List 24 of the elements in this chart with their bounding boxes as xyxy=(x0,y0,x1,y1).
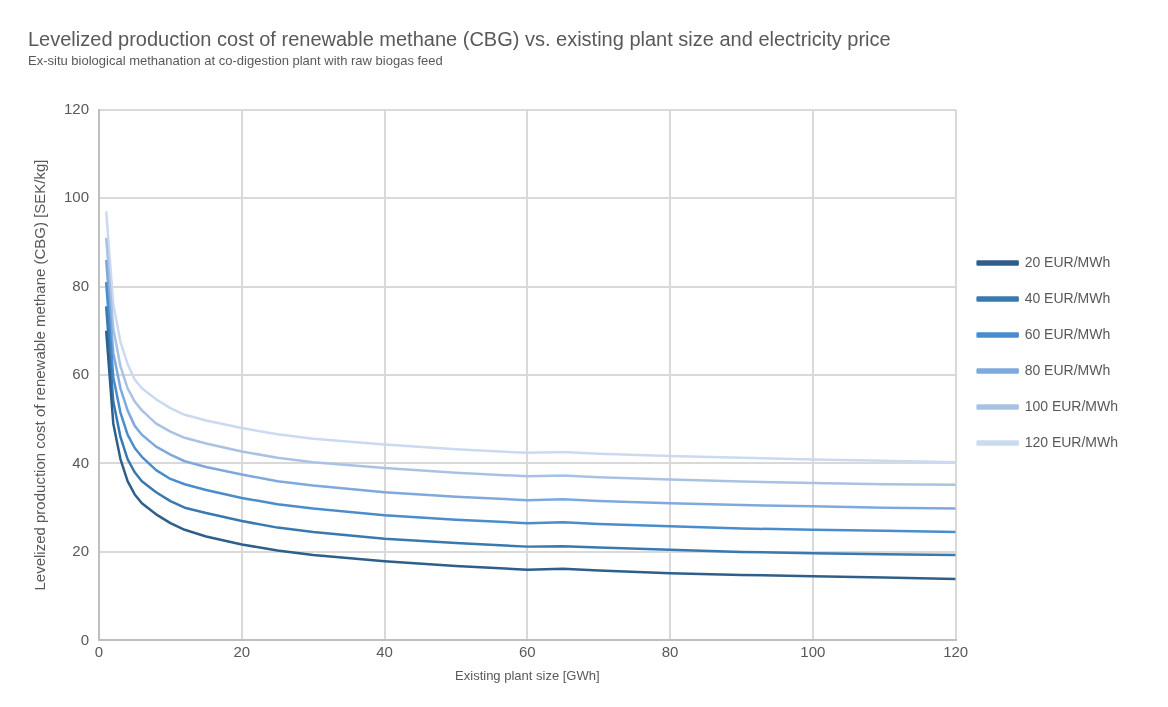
x-tick-label: 60 xyxy=(518,642,536,660)
y-tick-label: 20 xyxy=(72,542,90,560)
y-tick-label: 40 xyxy=(72,453,90,471)
x-axis-title: Existing plant size [GWh] xyxy=(455,667,600,683)
legend-label: 20 EUR/MWh xyxy=(1024,253,1111,270)
y-tick-label: 120 xyxy=(64,99,90,117)
chart-subtitle: Ex-situ biological methanation at co-digestion plant with raw biogas feed xyxy=(28,53,443,69)
x-tick-label: 0 xyxy=(94,642,104,660)
chart-title: Levelized production cost of renewable methane (CBG) vs. existing plant size and electricity price xyxy=(28,27,891,50)
legend-label: 100 EUR/MWh xyxy=(1024,397,1118,414)
x-tick-label: 80 xyxy=(661,642,679,660)
x-tick-label: 40 xyxy=(376,642,393,660)
y-axis-title: Levelized production cost of renewable methane (CBG) [SEK/kg] xyxy=(31,159,49,591)
legend-label: 40 EUR/MWh xyxy=(1024,289,1111,306)
x-tick-label: 120 xyxy=(943,642,969,660)
legend-label: 120 EUR/MWh xyxy=(1024,433,1118,450)
legend-label: 60 EUR/MWh xyxy=(1024,325,1111,342)
x-tick-label: 100 xyxy=(800,642,826,660)
x-tick-label: 20 xyxy=(233,642,251,660)
y-tick-label: 0 xyxy=(80,630,90,648)
y-tick-label: 80 xyxy=(72,276,90,294)
legend-label: 80 EUR/MWh xyxy=(1024,361,1111,378)
y-tick-label: 100 xyxy=(64,188,90,206)
y-tick-label: 60 xyxy=(72,365,90,383)
